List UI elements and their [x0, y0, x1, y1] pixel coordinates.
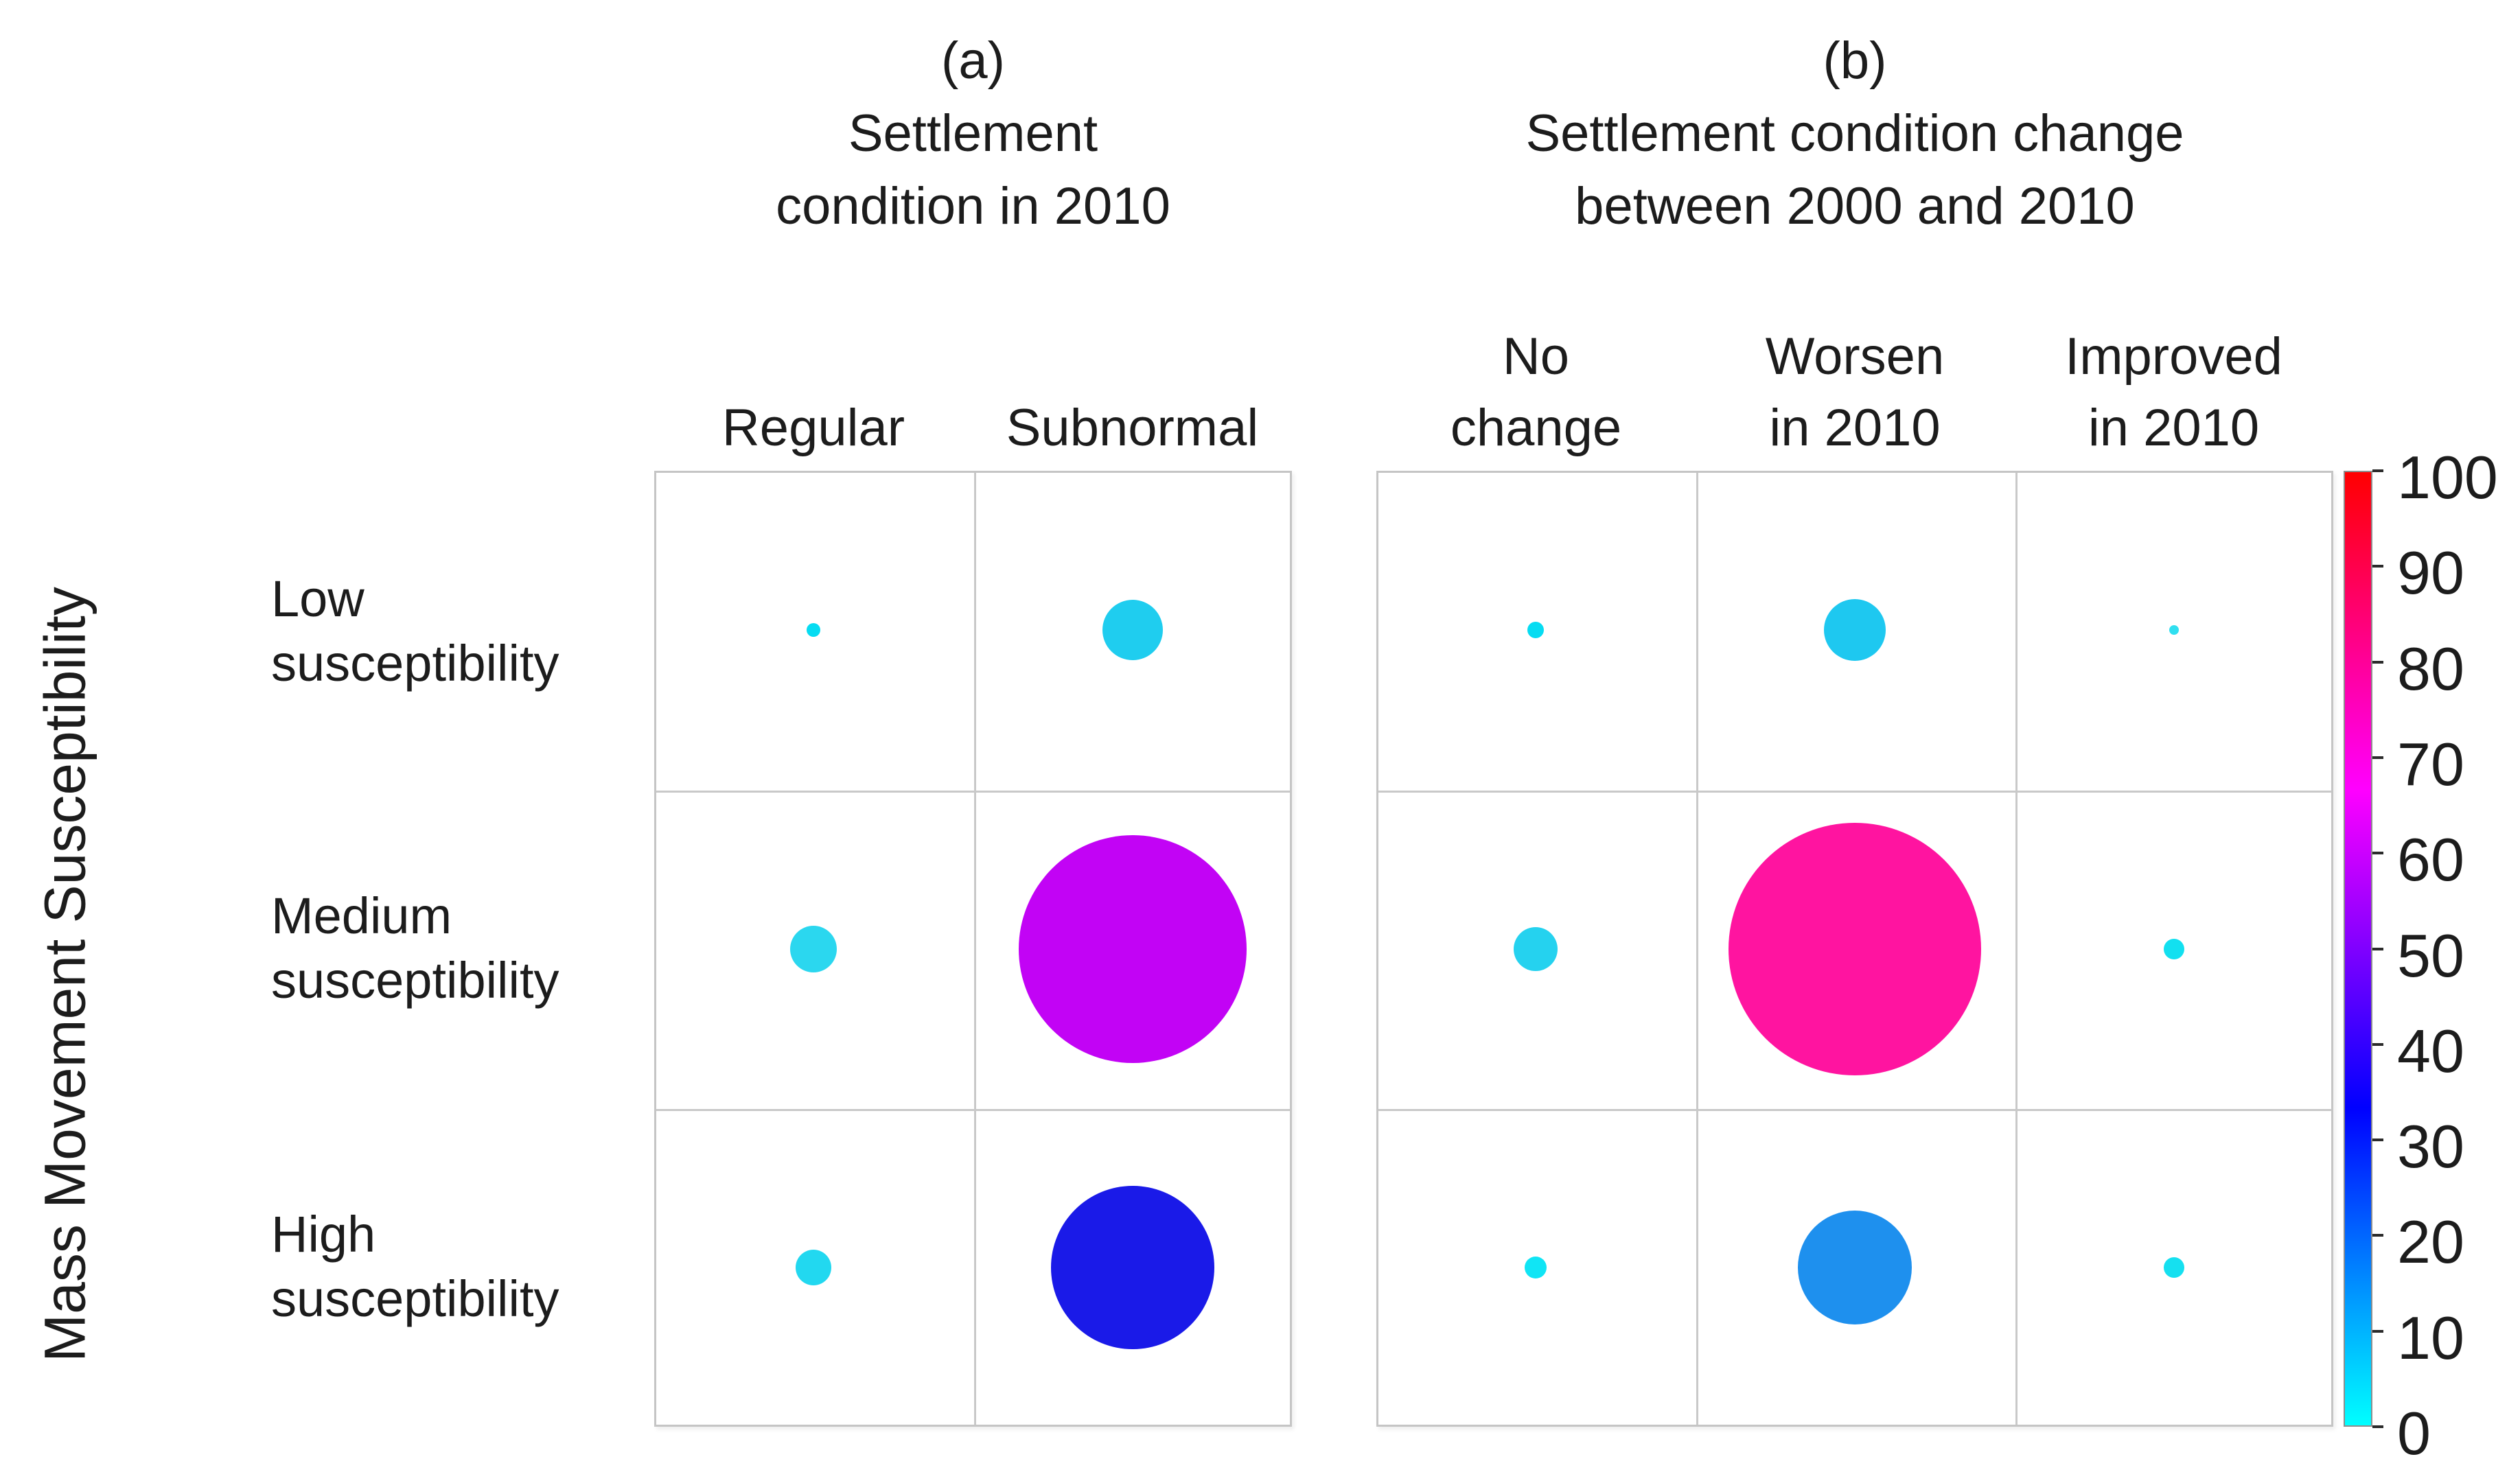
bubble-b-r2-c2 [2163, 1257, 2184, 1278]
colorbar-tick-label: 60 [2397, 826, 2464, 894]
colorbar-gradient [2344, 471, 2372, 1427]
column-header-no-change-line2: change [1450, 399, 1622, 457]
grid-line [656, 1109, 1290, 1112]
bubble-a-r2-c1 [1050, 1185, 1214, 1349]
colorbar-tick-label: 100 [2397, 443, 2498, 511]
column-header-regular: Regular [721, 399, 905, 457]
row-label-high: High susceptibility [271, 1202, 642, 1331]
bubble-b-r1-c1 [1729, 822, 1981, 1075]
row-label-high-line2: susceptibility [271, 1270, 559, 1327]
panel-b-title-line1: Settlement condition change [1525, 104, 2184, 163]
row-label-medium: Medium susceptibility [271, 884, 642, 1013]
colorbar-tick [2372, 1138, 2383, 1142]
grid-line [1378, 790, 2331, 793]
colorbar-tick-label: 0 [2397, 1399, 2431, 1467]
colorbar-tick-label: 80 [2397, 634, 2464, 703]
column-header-subnormal: Subnormal [1006, 399, 1259, 457]
grid-line [1696, 473, 1699, 1425]
row-label-low: Low susceptibility [271, 567, 642, 696]
panel-a-tag: (a) [941, 32, 1005, 90]
row-label-medium-line2: susceptibility [271, 952, 559, 1009]
bubble-a-r0-c1 [1102, 600, 1163, 661]
bubble-b-r0-c2 [2169, 625, 2179, 635]
panel-a-title-line1: Settlement [848, 104, 1098, 163]
grid-line [1378, 1109, 2331, 1112]
column-header-no-change-line1: No [1502, 327, 1570, 386]
colorbar-tick-label: 50 [2397, 921, 2464, 990]
colorbar-tick [2372, 1234, 2383, 1237]
panel-b-title: (b) Settlement condition change between … [1376, 25, 2333, 243]
colorbar-tick [2372, 565, 2383, 568]
bubble-b-r2-c1 [1798, 1210, 1912, 1324]
bubble-b-r0-c0 [1527, 622, 1545, 639]
grid-line [2015, 473, 2018, 1425]
colorbar-tick [2372, 1425, 2383, 1428]
colorbar-tick-label: 40 [2397, 1016, 2464, 1085]
bubble-a-r0-c0 [807, 623, 821, 638]
colorbar-tick [2372, 469, 2383, 472]
bubble-a-r1-c1 [1018, 834, 1247, 1063]
colorbar-tick [2372, 756, 2383, 759]
panel-a-title: (a) Settlement condition in 2010 [654, 25, 1292, 243]
bubble-b-r2-c0 [1525, 1256, 1547, 1278]
panel-b-title-line2: between 2000 and 2010 [1575, 177, 2135, 235]
row-label-low-line2: susceptibility [271, 635, 559, 692]
bubble-b-r1-c0 [1514, 926, 1558, 971]
bubble-a-r1-c0 [790, 925, 837, 972]
column-header-worsen: Worsen in 2010 [1696, 321, 2014, 464]
panel-a-title-line2: condition in 2010 [776, 177, 1170, 235]
row-label-high-line1: High [271, 1206, 376, 1263]
colorbar-tick [2372, 852, 2383, 855]
column-header-worsen-line1: Worsen [1765, 327, 1945, 386]
colorbar-tick-label: 70 [2397, 729, 2464, 798]
colorbar-tick [2372, 1329, 2383, 1333]
bubble-b-r1-c2 [2163, 938, 2184, 959]
grid-line [974, 473, 976, 1425]
column-header-improved-line2: in 2010 [2088, 399, 2260, 457]
bubble-b-r0-c1 [1824, 599, 1886, 662]
column-header-improved: Improved in 2010 [2014, 321, 2333, 464]
colorbar-tick [2372, 947, 2383, 950]
column-header-improved-line1: Improved [2065, 327, 2282, 386]
bubble-a-r2-c0 [796, 1249, 832, 1285]
colorbar-tick [2372, 660, 2383, 664]
colorbar-tick-label: 90 [2397, 539, 2464, 607]
column-header-no-change: No change [1376, 321, 1696, 464]
colorbar-tick-label: 10 [2397, 1303, 2464, 1372]
colorbar-tick-label: 30 [2397, 1112, 2464, 1181]
row-label-medium-line1: Medium [271, 887, 452, 944]
colorbar-tick-label: 20 [2397, 1208, 2464, 1276]
colorbar-tick [2372, 1042, 2383, 1046]
row-label-low-line1: Low [271, 570, 365, 627]
grid-line [656, 790, 1290, 793]
panel-b-tag: (b) [1823, 32, 1887, 90]
column-header-worsen-line2: in 2010 [1769, 399, 1941, 457]
